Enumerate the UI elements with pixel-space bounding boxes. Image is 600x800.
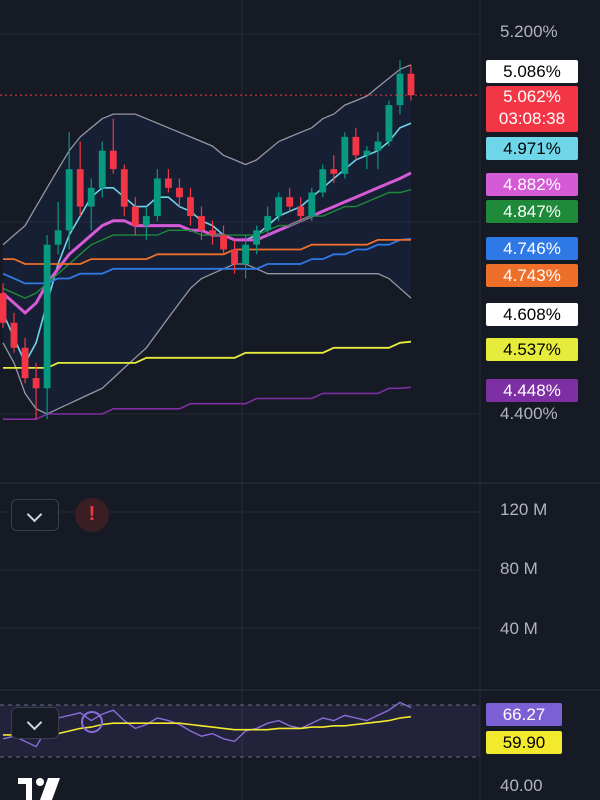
candle-body-13 — [131, 206, 139, 226]
candle-body-30 — [319, 169, 327, 193]
badge-rsi-ma-value: 59.90 — [486, 731, 562, 754]
candle-body-11 — [109, 150, 117, 170]
candle-body-6 — [54, 230, 62, 245]
chevron-down-icon — [26, 506, 43, 523]
candle-body-15 — [153, 178, 161, 217]
candle-body-38 — [407, 73, 415, 96]
candle-body-14 — [142, 216, 150, 226]
volume-collapse-button[interactable] — [11, 499, 59, 531]
badge-last-price: 5.062% 03:08:38 — [486, 86, 578, 132]
volume-axis-label-80m: 80 M — [500, 559, 538, 578]
rsi-divergence-marker-icon[interactable] — [81, 711, 103, 733]
candle-body-18 — [187, 197, 194, 217]
chevron-down-icon — [26, 714, 43, 731]
exclamation-icon: ! — [88, 503, 96, 525]
candle-body-12 — [120, 169, 128, 207]
candle-body-21 — [220, 235, 227, 250]
candle-body-31 — [330, 169, 338, 174]
badge-ma-green: 4.847% — [486, 200, 578, 223]
badge-ma-blue: 4.746% — [486, 237, 578, 260]
moving-average-line-4 — [2, 238, 412, 285]
candle-body-29 — [308, 192, 316, 217]
badge-rsi-value: 66.27 — [486, 703, 562, 726]
candle-body-25 — [264, 216, 272, 231]
candle-body-8 — [76, 169, 84, 207]
candle-body-5 — [43, 244, 51, 389]
candle-body-3 — [21, 347, 29, 379]
badge-bb-lower: 4.608% — [486, 303, 578, 326]
moving-average-line-7 — [3, 386, 412, 421]
candle-body-24 — [253, 230, 261, 245]
candle-body-36 — [385, 105, 393, 142]
candle-body-33 — [352, 136, 360, 156]
candle-body-28 — [297, 206, 305, 217]
candle-body-2 — [10, 322, 18, 348]
candle-body-27 — [286, 197, 294, 207]
volume-alert-indicator[interactable]: ! — [75, 498, 109, 532]
logo-slash — [40, 778, 60, 800]
price-axis-label-bottom: 4.400% — [500, 404, 558, 423]
candle-body-10 — [98, 150, 106, 188]
bollinger-lower-line — [2, 263, 412, 415]
rsi-axis-label-40: 40.00 — [500, 776, 543, 795]
rsi-line — [2, 701, 412, 748]
moving-averages — [2, 122, 412, 421]
rsi-lines — [2, 701, 412, 748]
moving-average-line-6 — [3, 340, 412, 369]
rsi-band — [0, 705, 480, 757]
rsi-pane — [0, 701, 480, 758]
badge-ma-orange: 4.743% — [486, 264, 578, 287]
badge-ma-yellow: 4.537% — [486, 338, 578, 361]
logo-bar — [18, 778, 32, 784]
candle-body-34 — [363, 150, 371, 156]
candle-body-19 — [198, 216, 205, 231]
candle-body-35 — [374, 141, 382, 151]
candle-body-16 — [164, 178, 172, 188]
bollinger-upper-line — [2, 64, 412, 246]
moving-average-line-2 — [2, 171, 412, 315]
volume-axis-label-40m: 40 M — [500, 619, 538, 638]
rsi-collapse-button[interactable] — [11, 707, 59, 739]
tradingview-logo-icon[interactable] — [18, 768, 70, 800]
moving-average-line-5 — [3, 238, 411, 265]
last-price-value: 5.062% — [503, 87, 561, 106]
badge-ma-pink: 4.882% — [486, 173, 578, 196]
rsi-ma-line — [3, 715, 412, 739]
candle-body-1 — [0, 293, 7, 323]
candle-body-7 — [65, 169, 73, 231]
candle-body-9 — [87, 187, 95, 207]
candlesticks — [0, 60, 415, 420]
candle-body-23 — [242, 244, 250, 264]
candle-body-4 — [32, 378, 40, 389]
bar-countdown: 03:08:38 — [498, 109, 566, 128]
candle-body-37 — [396, 73, 404, 106]
logo-stem — [26, 778, 32, 800]
candle-body-32 — [341, 136, 349, 174]
candle-body-22 — [231, 249, 238, 264]
badge-ma-purple: 4.448% — [486, 379, 578, 402]
grid-lines — [0, 0, 481, 800]
candle-body-26 — [275, 197, 283, 217]
volume-axis-label-120m: 120 M — [500, 500, 548, 519]
logo-dot — [36, 778, 44, 786]
badge-ma-cyan: 4.971% — [486, 137, 578, 160]
candle-body-20 — [209, 230, 216, 236]
badge-bb-upper: 5.086% — [486, 60, 578, 83]
candle-body-17 — [176, 187, 183, 198]
moving-average-line-3 — [2, 189, 412, 299]
price-axis-label-top: 5.200% — [500, 22, 558, 41]
